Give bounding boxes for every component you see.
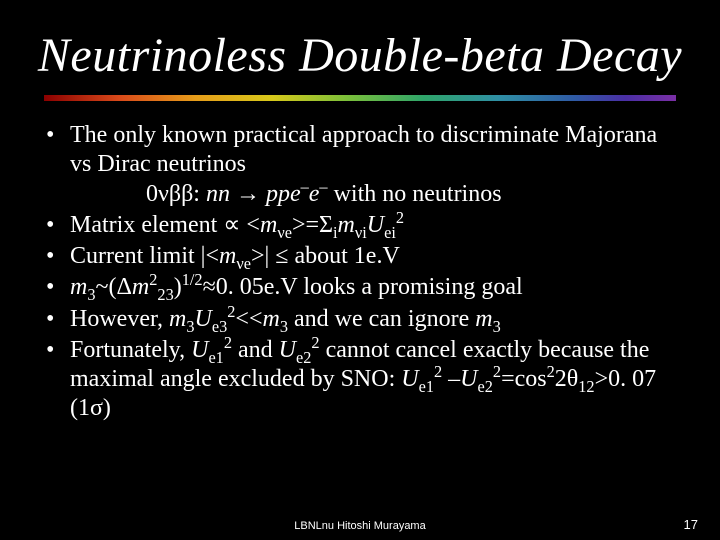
bullet-item-5: However, m3Ue32<<m3 and we can ignore m3 bbox=[36, 305, 684, 334]
t: 2 bbox=[493, 362, 501, 381]
t: U bbox=[367, 212, 384, 238]
t: 2 bbox=[311, 333, 319, 352]
t: 2 bbox=[547, 362, 555, 381]
t: << bbox=[235, 306, 262, 332]
t: 2 bbox=[396, 208, 404, 227]
bullet-list: The only known practical approach to dis… bbox=[36, 121, 684, 424]
t: However, bbox=[70, 306, 169, 332]
bullet-text: The only known practical approach to dis… bbox=[70, 122, 657, 177]
t: m bbox=[338, 212, 355, 238]
t: : bbox=[193, 181, 206, 207]
t: νe bbox=[277, 223, 292, 242]
t: 1/2 bbox=[182, 270, 203, 289]
t: Current limit |< bbox=[70, 243, 219, 269]
t: νββ bbox=[158, 181, 193, 207]
t: 3 bbox=[186, 316, 194, 335]
bullet-item-4: m3~(Δm223)1/2≈0. 05e.V looks a promising… bbox=[36, 273, 684, 302]
t: 3 bbox=[87, 285, 95, 304]
t: 3 bbox=[280, 316, 288, 335]
t: ppe bbox=[266, 181, 301, 207]
t: U bbox=[460, 366, 477, 392]
t: and we can ignore bbox=[288, 306, 475, 332]
t: e1 bbox=[419, 377, 434, 396]
t: nn bbox=[206, 181, 230, 207]
t: with no neutrinos bbox=[328, 181, 502, 207]
t: U bbox=[191, 337, 208, 363]
t: 23 bbox=[157, 285, 173, 304]
t: → bbox=[230, 181, 266, 207]
t: m bbox=[132, 274, 149, 300]
t: e2 bbox=[296, 348, 311, 367]
t: m bbox=[260, 212, 277, 238]
t: =cos bbox=[501, 366, 547, 392]
t: ≈0. 05e.V looks a promising goal bbox=[203, 274, 523, 300]
t: U bbox=[279, 337, 296, 363]
footer-page-number: 17 bbox=[684, 517, 698, 532]
t: >=Σ bbox=[292, 212, 333, 238]
t: m bbox=[169, 306, 186, 332]
t: – bbox=[319, 177, 327, 196]
t: e1 bbox=[208, 348, 223, 367]
t: 12 bbox=[578, 377, 594, 396]
t: m bbox=[219, 243, 236, 269]
bullet-subline: 0νββ: nn → ppe–e– with no neutrinos bbox=[70, 180, 684, 209]
t: νe bbox=[236, 254, 251, 273]
t: – bbox=[301, 177, 309, 196]
t: >| ≤ about 1e.V bbox=[251, 243, 400, 269]
bullet-item-1: The only known practical approach to dis… bbox=[36, 121, 684, 209]
t: – bbox=[442, 366, 460, 392]
t: m bbox=[475, 306, 492, 332]
t: νi bbox=[355, 223, 367, 242]
t: U bbox=[195, 306, 212, 332]
t: ~(Δ bbox=[96, 274, 132, 300]
bullet-item-2: Matrix element ∝ <mνe>=ΣimνiUei2 bbox=[36, 211, 684, 240]
t: ) bbox=[174, 274, 182, 300]
t: 2 bbox=[434, 362, 442, 381]
t: 2 bbox=[224, 333, 232, 352]
t: Matrix element ∝ < bbox=[70, 212, 260, 238]
slide-title: Neutrinoless Double-beta Decay bbox=[36, 28, 684, 83]
t: e2 bbox=[478, 377, 493, 396]
bullet-item-3: Current limit |<mνe>| ≤ about 1e.V bbox=[36, 242, 684, 271]
t: Fortunately, bbox=[70, 337, 191, 363]
slide: Neutrinoless Double-beta Decay The only … bbox=[0, 0, 720, 540]
t: m bbox=[70, 274, 87, 300]
bullet-item-6: Fortunately, Ue12 and Ue22 cannot cancel… bbox=[36, 336, 684, 424]
t: 0 bbox=[146, 181, 158, 207]
t: U bbox=[401, 366, 418, 392]
t: e bbox=[309, 181, 320, 207]
t: 2θ bbox=[555, 366, 579, 392]
t: and bbox=[232, 337, 279, 363]
footer-center: LBNLnu Hitoshi Murayama bbox=[0, 520, 720, 532]
title-underline-bar bbox=[44, 95, 676, 101]
t: 3 bbox=[493, 316, 501, 335]
t: ei bbox=[384, 223, 396, 242]
t: m bbox=[262, 306, 279, 332]
